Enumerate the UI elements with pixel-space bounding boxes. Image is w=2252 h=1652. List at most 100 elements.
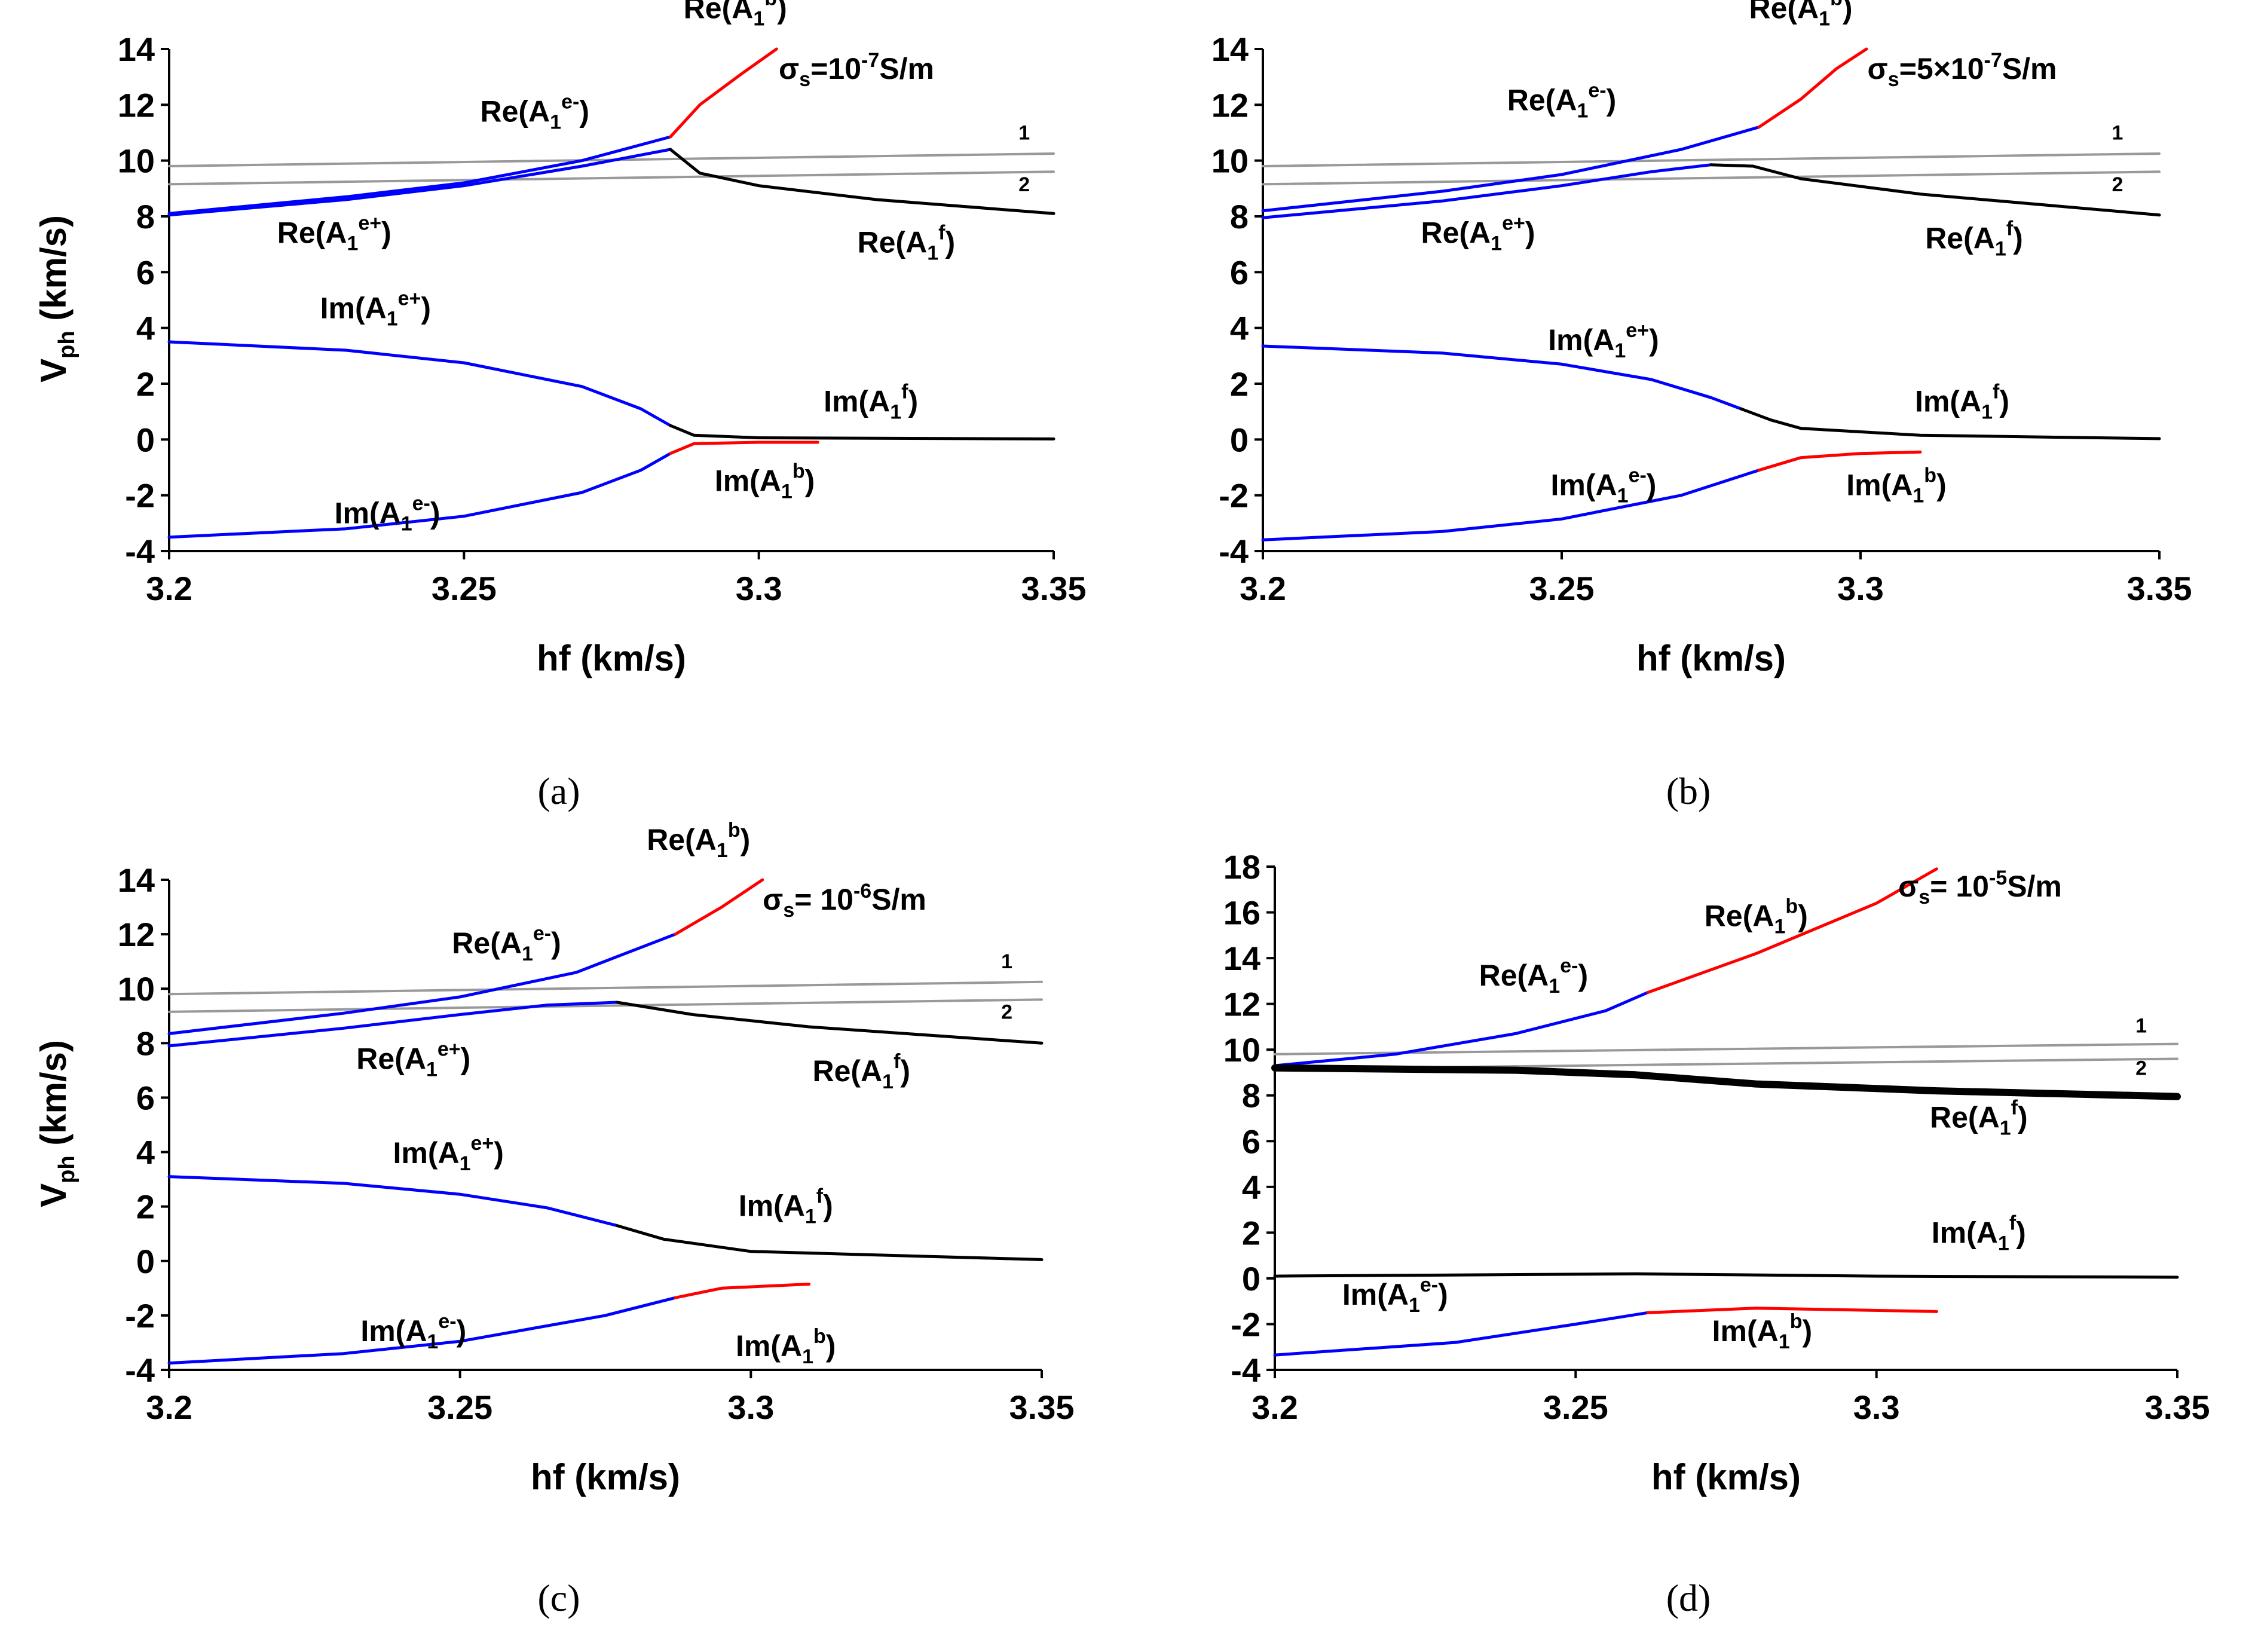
y-axis-title: Vph (km/s) xyxy=(33,1040,79,1207)
series-ref1 xyxy=(168,980,1043,996)
sigma-label: σs=10-7S/m xyxy=(779,49,934,91)
curve-label: Im(A1f) xyxy=(739,1185,833,1228)
y-tick-label: 12 xyxy=(118,86,155,124)
series-im_f xyxy=(1739,407,2161,440)
y-tick-label: 6 xyxy=(1242,1122,1260,1160)
x-tick-label: 3.2 xyxy=(1240,570,1286,607)
y-tick-label: 6 xyxy=(136,253,155,291)
series-im_b xyxy=(669,440,819,455)
y-tick-label: -2 xyxy=(1219,477,1249,515)
series-im_f xyxy=(616,1224,1044,1261)
series-re_eminus xyxy=(167,135,672,215)
ref-line-label: 1 xyxy=(2112,122,2124,145)
y-tick-label: 0 xyxy=(1242,1260,1260,1298)
y-tick-label: 4 xyxy=(1242,1168,1260,1206)
y-tick-label: 4 xyxy=(136,1134,155,1171)
series-im_eminus xyxy=(1273,1311,1650,1357)
curve-label: Im(A1f) xyxy=(824,381,918,424)
series-re_eplus xyxy=(167,148,672,217)
x-axis-title: hf (km/s) xyxy=(537,638,686,678)
curve-label: Re(A1f) xyxy=(858,222,956,265)
y-tick-label: 2 xyxy=(1230,365,1249,403)
curve-label: Im(A1e-) xyxy=(1342,1274,1448,1317)
ref-line-label: 2 xyxy=(2112,173,2124,196)
y-tick-label: 18 xyxy=(1223,848,1260,886)
x-axis-title: hf (km/s) xyxy=(531,1457,680,1497)
sigma-label: σs= 10-5S/m xyxy=(1898,867,2062,908)
y-tick-label: -4 xyxy=(125,533,155,570)
curve-label: Re(A1b) xyxy=(647,819,750,862)
series-im_b xyxy=(674,1283,811,1299)
series-re_eplus xyxy=(1261,163,1713,219)
y-tick-label: 8 xyxy=(136,1024,155,1062)
y-tick-label: -2 xyxy=(125,477,155,515)
y-tick-label: 10 xyxy=(118,142,155,180)
y-tick-label: 2 xyxy=(1242,1214,1260,1252)
series-re_b xyxy=(669,47,778,139)
ref-line-label: 1 xyxy=(2135,1014,2147,1037)
series-im_eplus xyxy=(1261,344,1743,411)
curve-label: Im(A1e-) xyxy=(335,492,440,535)
panel-caption: (d) xyxy=(1666,1577,1711,1619)
curve-label: Im(A1e-) xyxy=(1551,464,1657,507)
series-re_f xyxy=(1709,163,2161,217)
x-tick-label: 3.35 xyxy=(2127,570,2192,607)
x-tick-label: 3.25 xyxy=(432,570,497,607)
series-im_b xyxy=(1646,1307,1938,1314)
series-ref2 xyxy=(1262,170,2161,186)
ref-line-label: 1 xyxy=(1018,122,1030,145)
series-im_eminus xyxy=(167,452,672,539)
series-re_eminus xyxy=(167,932,677,1035)
ref-line-label: 2 xyxy=(1018,173,1030,196)
y-tick-label: 14 xyxy=(118,861,155,899)
series-ref1 xyxy=(1274,1042,2178,1056)
series-ref1 xyxy=(1262,152,2161,167)
y-tick-label: -2 xyxy=(1231,1305,1260,1343)
x-axis-title: hf (km/s) xyxy=(1651,1457,1801,1497)
y-tick-label: 14 xyxy=(118,30,155,68)
series-re_eminus xyxy=(1261,126,1761,213)
x-tick-label: 3.3 xyxy=(1837,570,1884,607)
x-axis-title: hf (km/s) xyxy=(1636,638,1786,678)
series-re_f xyxy=(616,1001,1044,1045)
curve-label: Re(A1f) xyxy=(812,1050,910,1093)
y-tick-label: -4 xyxy=(1219,533,1249,570)
y-tick-label: 2 xyxy=(136,1188,155,1226)
series-im_eplus xyxy=(167,1175,619,1228)
curve-label: Im(A1f) xyxy=(1932,1212,2026,1255)
y-tick-label: 8 xyxy=(1230,198,1249,235)
series-ref2 xyxy=(168,170,1055,186)
series-im_eminus xyxy=(1261,469,1761,542)
x-tick-label: 3.35 xyxy=(2145,1388,2210,1426)
curve-label: Im(A1e+) xyxy=(320,287,431,330)
y-tick-label: 14 xyxy=(1211,30,1249,68)
ref-line-label: 2 xyxy=(2135,1057,2147,1079)
series-re_b xyxy=(1757,47,1868,129)
panel-caption: (a) xyxy=(537,770,580,812)
sigma-label: σs= 10-6S/m xyxy=(763,880,926,922)
x-tick-label: 3.2 xyxy=(146,1388,192,1426)
x-tick-label: 3.3 xyxy=(736,570,782,607)
y-tick-label: 10 xyxy=(1211,142,1249,180)
y-tick-label: 4 xyxy=(1230,310,1249,347)
x-tick-label: 3.3 xyxy=(727,1388,774,1426)
curve-label: Re(A1b) xyxy=(1749,0,1852,30)
curve-label: Re(A1e-) xyxy=(452,922,561,965)
panel-caption: (c) xyxy=(537,1577,580,1619)
curve-label: Im(A1e-) xyxy=(360,1310,466,1353)
y-tick-label: 6 xyxy=(1230,253,1249,291)
series-ref2 xyxy=(168,998,1043,1013)
x-tick-label: 3.35 xyxy=(1009,1388,1075,1426)
curve-label: Im(A1f) xyxy=(1915,381,2009,424)
sigma-label: σs=5×10-7S/m xyxy=(1868,49,2057,91)
y-tick-label: -2 xyxy=(125,1297,155,1335)
series-im_f xyxy=(1273,1272,2179,1279)
panel-caption: (b) xyxy=(1666,770,1711,812)
y-tick-label: -4 xyxy=(1231,1351,1260,1389)
curve-label: Im(A1b) xyxy=(736,1325,836,1368)
y-tick-label: 12 xyxy=(1223,986,1260,1023)
